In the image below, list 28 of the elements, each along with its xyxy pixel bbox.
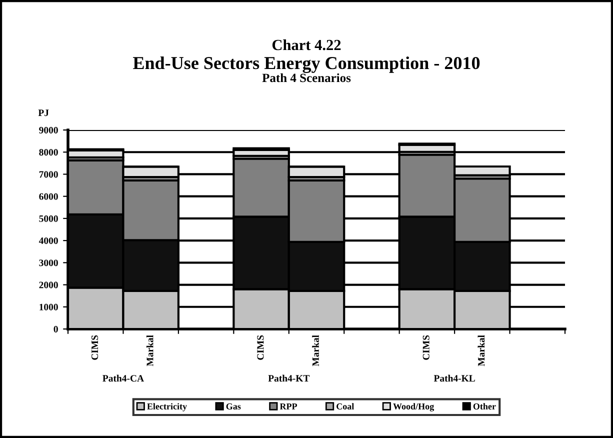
legend-label: Coal bbox=[336, 403, 354, 410]
legend-label: Electricity bbox=[147, 403, 187, 412]
y-tick-label: 7000 bbox=[39, 171, 58, 178]
y-tick-label: 4000 bbox=[38, 237, 58, 244]
y-tick-label: 5000 bbox=[39, 215, 58, 222]
x-tick-label: CIMS bbox=[422, 335, 430, 360]
text: Path4-CA bbox=[102, 374, 144, 382]
legend-label: Other bbox=[473, 403, 496, 410]
y-tick-label: 8000 bbox=[39, 149, 58, 156]
legend-label: RPP bbox=[280, 403, 298, 410]
chart-title: Chart 4.22 End-Use Sectors Energy Consumption - 2010 bbox=[133, 39, 480, 73]
x-tick-label: CIMS bbox=[92, 335, 98, 360]
x-tick-label: Markal bbox=[312, 335, 319, 366]
text: Path4-KT bbox=[268, 374, 310, 382]
text: Path4-KL bbox=[434, 374, 475, 382]
y-tick-label: 0 bbox=[54, 326, 58, 332]
x-tick-label: Markal bbox=[478, 335, 485, 366]
y-tick-label: 1000 bbox=[40, 304, 58, 310]
y-tick-label: 3000 bbox=[39, 260, 58, 266]
legend-label: Wood/Hog bbox=[393, 403, 434, 412]
y-axis-title: PJ bbox=[38, 110, 49, 116]
y-tick-label: 6000 bbox=[39, 193, 58, 200]
y-tick-label: 9000 bbox=[39, 126, 58, 134]
x-tick-label: CIMS bbox=[257, 335, 264, 360]
chart-subtitle: Path 4 Scenarios bbox=[262, 73, 351, 82]
y-tick-label: 2000 bbox=[39, 282, 58, 288]
x-tick-label: Markal bbox=[146, 335, 154, 366]
legend-label: Gas bbox=[226, 403, 241, 410]
